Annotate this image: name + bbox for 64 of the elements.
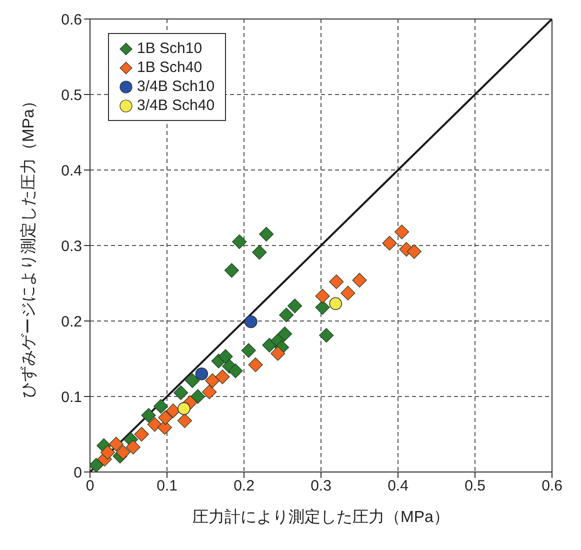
point [248,357,263,372]
point [329,297,342,310]
point [406,244,422,259]
point [147,417,162,432]
x-tick-label: 0.2 [234,478,254,495]
point [174,385,188,400]
point [126,440,140,454]
legend-label: 3/4B Sch40 [137,96,215,115]
point [394,224,410,240]
point [315,288,330,304]
point [166,404,180,418]
point [158,410,173,425]
y-tick-label: 0.5 [61,86,82,104]
legend-label: 1B Sch40 [137,58,202,77]
point [195,367,208,380]
point [134,426,149,442]
point [279,308,294,322]
x-tick-label: 0.1 [156,478,178,495]
x-tick-label: 0.3 [310,478,332,495]
point [108,436,124,452]
point [252,244,267,260]
x-axis-title: 圧力計により測定した圧力（MPa） [192,508,450,526]
point [224,263,239,278]
point [178,402,190,415]
point [270,346,286,361]
y-tick-label: 0.6 [61,11,82,28]
point [141,408,156,423]
point [90,458,104,472]
y-axis-title: ひずみゲージにより測定した圧力（MPa） [20,93,38,398]
point [205,373,220,388]
point [100,445,116,460]
legend-label: 3/4B Sch10 [137,77,215,96]
point [319,328,334,343]
point [262,338,277,352]
point [190,389,206,404]
point [244,315,258,328]
legend-label: 1B Sch10 [137,39,202,58]
point [340,286,356,300]
point [202,384,217,400]
point [315,300,330,315]
point [177,413,192,428]
point [259,226,274,242]
y-tick-label: 0.1 [61,388,82,406]
point [228,364,243,378]
x-tick-label: 0.5 [464,478,486,495]
y-tick-label: 0.4 [61,162,82,180]
y-tick-label: 0 [74,464,82,482]
point [288,298,302,314]
point [278,326,292,342]
point [232,234,247,250]
y-tick-label: 0.3 [61,238,82,255]
point [185,373,200,388]
point [382,236,397,251]
point [215,370,230,384]
x-tick-label: 0 [86,478,94,495]
point [218,349,233,364]
x-tick-label: 0.6 [542,478,562,495]
x-tick-label: 0.4 [388,478,408,495]
point [352,272,367,288]
point [154,399,168,414]
point [116,445,130,460]
point [241,343,256,358]
point [329,274,344,290]
y-tick-label: 0.2 [61,313,82,330]
